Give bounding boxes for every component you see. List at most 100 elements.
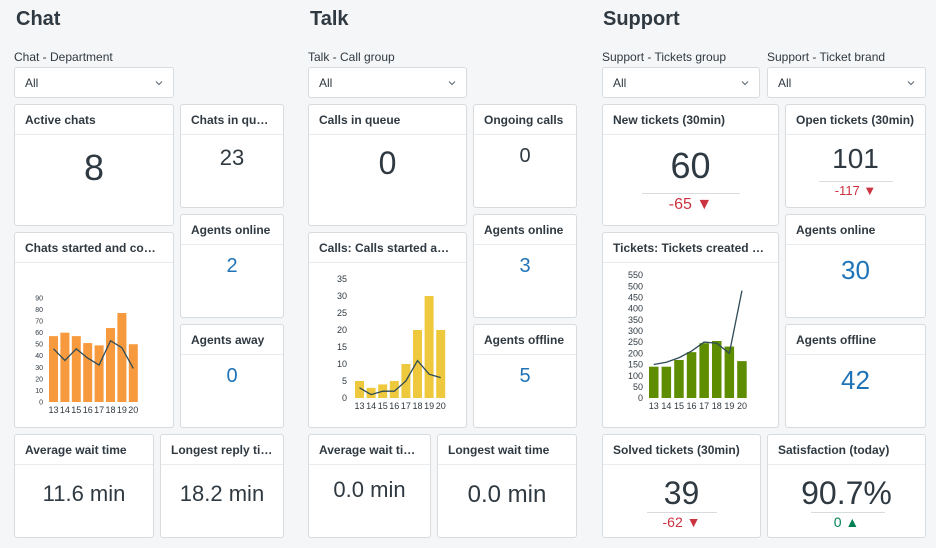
talk-call-group-value: All	[319, 75, 333, 90]
x-tick-label: 20	[737, 401, 747, 411]
card-title: Satisfaction (today)	[768, 435, 925, 465]
talk-call-group-label: Talk - Call group	[308, 50, 395, 64]
chat-avg-wait-card: Average wait time 11.6 min	[14, 434, 154, 538]
support-agents-online-value: 30	[841, 255, 870, 285]
bar	[424, 296, 434, 398]
talk-call-group-select[interactable]: All	[308, 67, 467, 98]
bar	[128, 344, 138, 402]
divider	[647, 512, 717, 513]
chevron-down-icon	[155, 80, 163, 85]
active-chats-value: 8	[83, 147, 105, 188]
bar	[686, 352, 697, 398]
solved-tickets-delta: -62 ▼	[603, 514, 760, 530]
open-tickets-delta: -117 ▼	[786, 183, 925, 198]
y-tick-label: 30	[337, 291, 347, 301]
chat-longest-reply-value: 18.2 min	[179, 481, 265, 506]
chat-department-value: All	[25, 75, 39, 90]
y-tick-label: 70	[35, 319, 43, 326]
card-title: Ongoing calls	[474, 105, 576, 135]
y-tick-label: 350	[628, 315, 643, 325]
calls-chart-card: Calls: Calls started and c... 0 5 10 15 20 25…	[308, 232, 467, 428]
card-title: Agents online	[474, 215, 576, 245]
y-tick-label: 10	[35, 388, 43, 395]
chat-agents-away-value: 0	[226, 365, 238, 387]
support-section-title: Support	[603, 8, 680, 30]
y-tick-label: 80	[35, 307, 43, 314]
chat-section-title: Chat	[16, 8, 61, 30]
card-title: Solved tickets (30min)	[603, 435, 760, 465]
talk-agents-offline-value: 5	[519, 365, 531, 387]
y-tick-label: 35	[337, 274, 347, 284]
card-title: Active chats	[15, 105, 173, 135]
chevron-down-icon	[741, 80, 749, 85]
support-ticket-brand-value: All	[778, 75, 792, 90]
series-line	[359, 359, 441, 396]
delta-value: -62	[662, 514, 683, 530]
y-tick-label: 20	[35, 376, 43, 383]
x-tick-label: 18	[412, 401, 422, 411]
chats-in-queue-value: 23	[219, 145, 245, 170]
x-tick-label: 20	[436, 401, 446, 411]
card-title: Agents online	[786, 215, 925, 245]
triangle-down-icon: ▼	[863, 183, 877, 198]
support-tickets-group-label: Support - Tickets group	[602, 50, 727, 64]
triangle-down-icon: ▼	[696, 196, 713, 213]
new-tickets-value: 60	[670, 145, 711, 186]
delta-value: -117	[834, 183, 860, 198]
bar	[83, 343, 93, 402]
bar	[389, 381, 399, 398]
x-tick-label: 18	[712, 401, 722, 411]
satisfaction-value: 90.7%	[801, 475, 892, 511]
x-tick-label: 16	[83, 405, 93, 414]
chat-department-select[interactable]: All	[14, 67, 174, 98]
x-tick-label: 14	[60, 405, 70, 414]
talk-avg-wait-value: 0.0 min	[333, 477, 406, 502]
bar	[94, 345, 104, 402]
y-tick-label: 400	[628, 304, 643, 314]
card-title: Open tickets (30min)	[786, 105, 925, 135]
tickets-chart-card: Tickets: Tickets created and ... 0 50 100 1…	[602, 232, 779, 428]
talk-agents-offline-card: Agents offline 5	[473, 324, 577, 428]
chat-department-label: Chat - Department	[14, 50, 113, 64]
bar	[436, 330, 446, 398]
support-ticket-brand-select[interactable]: All	[767, 67, 926, 98]
x-tick-label: 15	[71, 405, 81, 414]
bar	[661, 366, 672, 398]
card-title: Agents away	[181, 325, 283, 355]
y-tick-label: 0	[39, 399, 43, 406]
y-tick-label: 0	[638, 393, 643, 403]
y-tick-label: 550	[628, 270, 643, 280]
support-tickets-group-select[interactable]: All	[602, 67, 760, 98]
card-title: Tickets: Tickets created and ...	[603, 233, 778, 263]
x-tick-label: 13	[649, 401, 659, 411]
divider	[811, 512, 885, 513]
x-tick-label: 14	[661, 401, 671, 411]
x-tick-label: 18	[105, 405, 115, 414]
new-tickets-card: New tickets (30min) 60 -65 ▼	[602, 104, 779, 226]
divider	[819, 181, 893, 182]
y-tick-label: 40	[35, 353, 43, 360]
x-tick-label: 20	[128, 405, 138, 414]
card-title: New tickets (30min)	[603, 105, 778, 135]
y-tick-label: 150	[628, 360, 643, 370]
x-tick-label: 14	[366, 401, 376, 411]
bar	[117, 313, 127, 402]
card-title: Chats started and compl...	[15, 233, 173, 263]
card-title: Agents offline	[474, 325, 576, 355]
triangle-up-icon: ▲	[845, 514, 860, 530]
series-line	[53, 339, 134, 369]
triangle-down-icon: ▼	[686, 514, 701, 530]
y-tick-label: 100	[628, 371, 643, 381]
calls-in-queue-value: 0	[378, 145, 397, 181]
y-tick-label: 60	[35, 330, 43, 337]
open-tickets-value: 101	[832, 143, 879, 174]
bar	[649, 366, 659, 398]
y-tick-label: 450	[628, 293, 643, 303]
chat-agents-away-card: Agents away 0	[180, 324, 284, 428]
y-tick-label: 50	[35, 342, 43, 349]
chat-agents-online-value: 2	[226, 255, 238, 277]
bar	[49, 336, 58, 402]
bar	[355, 381, 364, 398]
